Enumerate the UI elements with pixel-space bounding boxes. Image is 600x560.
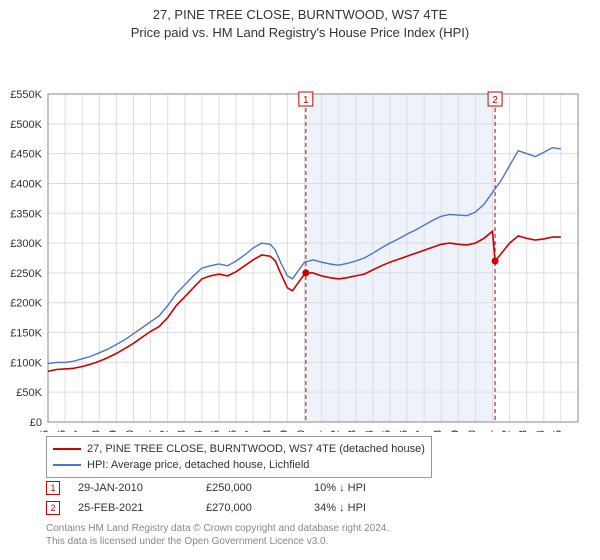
svg-text:2019: 2019 — [449, 430, 461, 432]
sale-marker-2: 2 — [46, 501, 60, 515]
footer: Contains HM Land Registry data © Crown c… — [46, 522, 389, 548]
svg-text:2022: 2022 — [501, 430, 513, 432]
sale-pct: 10% ↓ HPI — [314, 482, 424, 494]
legend-swatch-hpi — [53, 464, 81, 466]
svg-text:£50K: £50K — [16, 388, 42, 400]
sale-date: 29-JAN-2010 — [78, 482, 188, 494]
svg-text:2014: 2014 — [364, 430, 376, 432]
sale-row-2: 2 25-FEB-2021 £270,000 34% ↓ HPI — [46, 498, 424, 518]
svg-text:2004: 2004 — [193, 430, 205, 432]
sale-price: £250,000 — [206, 482, 296, 494]
sale-price: £270,000 — [206, 502, 296, 514]
svg-text:1998: 1998 — [90, 430, 102, 432]
svg-text:2000: 2000 — [124, 430, 136, 432]
svg-text:£150K: £150K — [10, 328, 42, 340]
legend-label-hpi: HPI: Average price, detached house, Lich… — [87, 459, 309, 471]
svg-text:2017: 2017 — [415, 430, 427, 432]
svg-text:£500K: £500K — [10, 119, 42, 131]
svg-text:2023: 2023 — [518, 430, 530, 432]
svg-text:2021: 2021 — [484, 430, 496, 432]
sale-date: 25-FEB-2021 — [78, 502, 188, 514]
svg-text:1995: 1995 — [39, 430, 51, 432]
svg-text:2011: 2011 — [313, 430, 325, 432]
legend: 27, PINE TREE CLOSE, BURNTWOOD, WS7 4TE … — [46, 436, 432, 478]
svg-text:2009: 2009 — [278, 430, 290, 432]
svg-text:2020: 2020 — [466, 430, 478, 432]
svg-text:2005: 2005 — [210, 430, 222, 432]
svg-text:£450K: £450K — [10, 149, 42, 161]
svg-text:1: 1 — [303, 95, 309, 106]
svg-text:2025: 2025 — [552, 430, 564, 432]
svg-text:2012: 2012 — [330, 430, 342, 432]
sale-marker-1: 1 — [46, 481, 60, 495]
svg-text:2013: 2013 — [347, 430, 359, 432]
sale-pct: 34% ↓ HPI — [314, 502, 424, 514]
svg-text:2007: 2007 — [244, 430, 256, 432]
chart-container: 27, PINE TREE CLOSE, BURNTWOOD, WS7 4TE … — [0, 0, 600, 560]
svg-text:2006: 2006 — [227, 430, 239, 432]
title-line-1: 27, PINE TREE CLOSE, BURNTWOOD, WS7 4TE — [0, 6, 600, 24]
svg-text:2018: 2018 — [432, 430, 444, 432]
svg-text:£250K: £250K — [10, 268, 42, 280]
svg-text:2: 2 — [492, 95, 498, 106]
svg-text:2002: 2002 — [159, 430, 171, 432]
svg-text:2015: 2015 — [381, 430, 393, 432]
svg-text:1997: 1997 — [73, 430, 85, 432]
svg-text:2001: 2001 — [142, 430, 154, 432]
svg-text:2024: 2024 — [535, 430, 547, 432]
svg-text:£0: £0 — [30, 417, 42, 429]
svg-text:1996: 1996 — [56, 430, 68, 432]
legend-row-property: 27, PINE TREE CLOSE, BURNTWOOD, WS7 4TE … — [53, 441, 425, 457]
svg-text:£300K: £300K — [10, 238, 42, 250]
svg-text:2016: 2016 — [398, 430, 410, 432]
svg-text:£550K: £550K — [10, 89, 42, 101]
svg-text:2008: 2008 — [261, 430, 273, 432]
sales-table: 1 29-JAN-2010 £250,000 10% ↓ HPI 2 25-FE… — [46, 478, 424, 518]
legend-row-hpi: HPI: Average price, detached house, Lich… — [53, 457, 425, 473]
footer-line-2: This data is licensed under the Open Gov… — [46, 535, 389, 548]
svg-text:1999: 1999 — [107, 430, 119, 432]
footer-line-1: Contains HM Land Registry data © Crown c… — [46, 522, 389, 535]
svg-text:2010: 2010 — [295, 430, 307, 432]
svg-text:2003: 2003 — [176, 430, 188, 432]
svg-text:£400K: £400K — [10, 179, 42, 191]
svg-text:£350K: £350K — [10, 209, 42, 221]
title-line-2: Price paid vs. HM Land Registry's House … — [0, 24, 600, 42]
chart-svg: £0 £50K £100K £150K £200K £250K £300K £350K £400… — [0, 42, 600, 432]
legend-swatch-property — [53, 448, 81, 450]
svg-text:£100K: £100K — [10, 358, 42, 370]
legend-label-property: 27, PINE TREE CLOSE, BURNTWOOD, WS7 4TE … — [87, 443, 425, 455]
sale-row-1: 1 29-JAN-2010 £250,000 10% ↓ HPI — [46, 478, 424, 498]
svg-text:£200K: £200K — [10, 298, 42, 310]
chart-title: 27, PINE TREE CLOSE, BURNTWOOD, WS7 4TE … — [0, 0, 600, 42]
